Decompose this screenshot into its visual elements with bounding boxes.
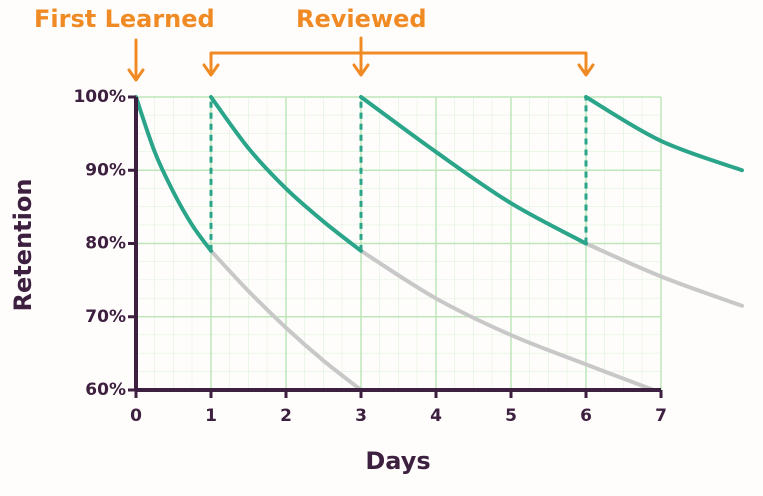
annotation: Reviewed <box>296 5 427 33</box>
y-axis-label: Retention <box>9 179 37 312</box>
x-tick-label: 3 <box>355 406 367 426</box>
y-tick-label: 70% <box>85 307 126 327</box>
curve <box>584 95 744 173</box>
arrows <box>127 36 595 82</box>
curve <box>359 95 588 246</box>
curve <box>359 248 656 392</box>
y-tick-label: 100% <box>73 87 126 107</box>
annotation: First Learned <box>34 5 215 33</box>
x-tick-label: 6 <box>580 406 592 426</box>
x-tick-label: 7 <box>655 406 667 426</box>
x-tick-label: 1 <box>205 406 217 426</box>
x-tick-label: 2 <box>280 406 292 426</box>
curve <box>584 241 744 308</box>
plot: 60% 70% 80% 90% 100% 0 1 2 3 4 5 6 7 <box>73 87 744 426</box>
y-tick-label: 90% <box>85 160 126 180</box>
x-tick-label: 4 <box>430 406 442 426</box>
arrow <box>127 38 145 82</box>
y-tick-label: 60% <box>85 380 126 400</box>
curve <box>209 95 363 253</box>
x-axis-label: Days <box>365 447 430 475</box>
bracket-arrows <box>202 36 595 77</box>
x-tick-label: 0 <box>130 406 142 426</box>
curve <box>134 95 213 253</box>
x-tick-label: 5 <box>505 406 517 426</box>
curve <box>209 248 363 392</box>
y-tick-label: 80% <box>85 234 126 254</box>
